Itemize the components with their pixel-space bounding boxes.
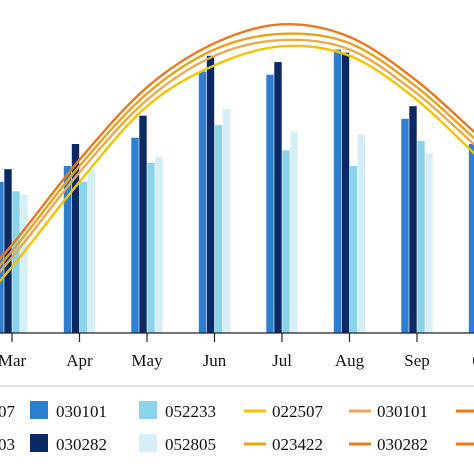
legend-label-1-1: 030282 bbox=[56, 435, 107, 454]
bar-030282-Jun bbox=[206, 55, 215, 334]
bar-052233-May bbox=[147, 162, 155, 333]
legend-label-1-0: 03 bbox=[0, 435, 15, 454]
bar-052805-Aug bbox=[357, 134, 366, 333]
legend-swatch-0-2 bbox=[139, 401, 157, 419]
x-tick-label-Aug: Aug bbox=[335, 351, 365, 370]
legend-label-0-4: 030101 bbox=[377, 402, 428, 421]
bar-052805-Apr bbox=[87, 169, 96, 333]
legend-label-1-3: 023422 bbox=[272, 435, 323, 454]
bar-052233-Jun bbox=[214, 125, 223, 333]
bar-030282-Jul bbox=[274, 62, 282, 333]
bar-030101-Aug bbox=[333, 49, 342, 333]
bar-030282-Apr bbox=[71, 144, 80, 333]
x-tick-label-Mar: Mar bbox=[0, 351, 26, 370]
bar-030101-Oct bbox=[468, 144, 474, 333]
x-tick-label-Jul: Jul bbox=[272, 351, 292, 370]
bar-052233-Jul bbox=[282, 150, 290, 333]
bar-030101-Sep bbox=[401, 118, 409, 333]
bar-030282-May bbox=[139, 115, 147, 333]
x-tick-label-Jun: Jun bbox=[203, 351, 227, 370]
legend-label-0-2: 052233 bbox=[165, 402, 216, 421]
x-tick-label-Oct: Oct bbox=[472, 351, 474, 370]
line-023422-2 bbox=[0, 32, 474, 268]
line-030101-1 bbox=[0, 38, 474, 274]
bar-052233-Apr bbox=[79, 181, 88, 333]
line-022507-0 bbox=[0, 44, 474, 283]
x-axis-ticks: Mar Apr May Jun Jul Aug Sep Oct bbox=[0, 333, 474, 370]
line-marks bbox=[0, 22, 474, 283]
legend-label-0-3: 022507 bbox=[272, 402, 324, 421]
bar-052805-Mar bbox=[20, 194, 28, 333]
bar-030282-Sep bbox=[409, 106, 417, 333]
bar-030282-Aug bbox=[341, 52, 350, 333]
legend-label-1-4: 030282 bbox=[377, 435, 428, 454]
bar-052233-Aug bbox=[349, 166, 358, 333]
legend-swatch-1-2 bbox=[139, 434, 157, 452]
bar-030101-Apr bbox=[63, 166, 72, 333]
x-tick-label-Sep: Sep bbox=[404, 351, 430, 370]
x-tick-label-May: May bbox=[131, 351, 163, 370]
bar-052805-Jul bbox=[290, 131, 298, 333]
bar-052805-May bbox=[155, 156, 163, 333]
x-tick-label-Apr: Apr bbox=[66, 351, 93, 370]
bar-030101-May bbox=[131, 137, 139, 333]
bar-030101-Jun bbox=[198, 71, 207, 333]
legend-label-1-2: 052805 bbox=[165, 435, 216, 454]
bar-052233-Sep bbox=[417, 140, 425, 333]
bar-030101-Jul bbox=[266, 74, 274, 333]
bar-052805-Sep bbox=[425, 153, 433, 333]
legend: 07 030101 052233 022507 030101 03 030282 052805… bbox=[0, 401, 474, 454]
legend-label-0-0: 07 bbox=[0, 402, 16, 421]
legend-swatch-0-1 bbox=[30, 401, 48, 419]
bar-052805-Jun bbox=[222, 109, 231, 334]
legend-label-0-1: 030101 bbox=[56, 402, 107, 421]
legend-swatch-1-1 bbox=[30, 434, 48, 452]
line-030282-3 bbox=[0, 22, 474, 261]
